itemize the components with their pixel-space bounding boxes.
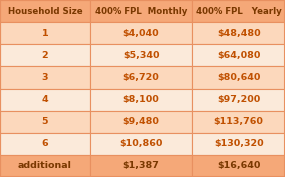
Text: additional: additional (18, 161, 72, 170)
Bar (0, 0, 90, 22)
Text: $64,080: $64,080 (217, 51, 260, 60)
Text: 1: 1 (42, 29, 48, 38)
Bar (90, 133, 192, 155)
Text: $16,640: $16,640 (217, 161, 260, 170)
Text: $6,720: $6,720 (123, 73, 159, 82)
Bar (0, 155, 90, 177)
Text: $4,040: $4,040 (123, 29, 159, 38)
Text: 6: 6 (42, 139, 48, 148)
Bar (192, 22, 285, 44)
Text: 5: 5 (42, 117, 48, 126)
Text: $48,480: $48,480 (217, 29, 260, 38)
Text: $8,100: $8,100 (123, 95, 159, 104)
Bar (192, 111, 285, 133)
Bar (192, 155, 285, 177)
Bar (0, 44, 90, 66)
Bar (192, 66, 285, 88)
Text: $80,640: $80,640 (217, 73, 260, 82)
Bar (192, 0, 285, 22)
Text: Household Size: Household Size (8, 7, 82, 16)
Text: $10,860: $10,860 (119, 139, 163, 148)
Bar (90, 111, 192, 133)
Text: 400% FPL  Monthly: 400% FPL Monthly (95, 7, 187, 16)
Bar (0, 133, 90, 155)
Bar (0, 22, 90, 44)
Text: 3: 3 (42, 73, 48, 82)
Text: $9,480: $9,480 (123, 117, 160, 126)
Bar (0, 66, 90, 88)
Bar (90, 88, 192, 111)
Text: 2: 2 (42, 51, 48, 60)
Text: 4: 4 (42, 95, 48, 104)
Text: $130,320: $130,320 (214, 139, 264, 148)
Bar (192, 88, 285, 111)
Bar (90, 155, 192, 177)
Text: $1,387: $1,387 (123, 161, 160, 170)
Text: $113,760: $113,760 (214, 117, 264, 126)
Bar (192, 44, 285, 66)
Text: 400% FPL   Yearly: 400% FPL Yearly (196, 7, 282, 16)
Bar (192, 133, 285, 155)
Bar (90, 22, 192, 44)
Text: $5,340: $5,340 (123, 51, 159, 60)
Bar (0, 88, 90, 111)
Bar (0, 111, 90, 133)
Bar (90, 66, 192, 88)
Bar (90, 44, 192, 66)
Bar (90, 0, 192, 22)
Text: $97,200: $97,200 (217, 95, 260, 104)
